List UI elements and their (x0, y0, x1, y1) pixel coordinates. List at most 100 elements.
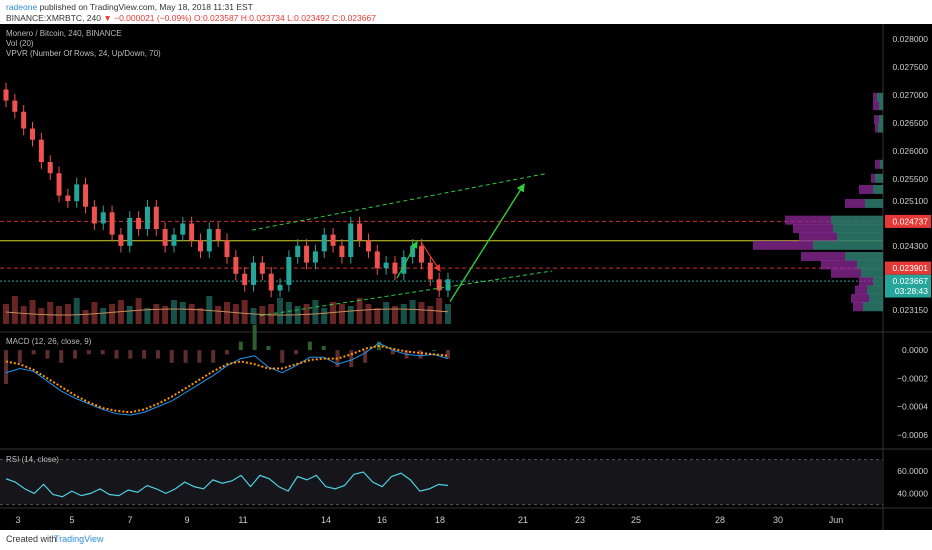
candle-body (100, 212, 106, 224)
vpvr-down-bar (859, 277, 873, 287)
volume-bar (391, 306, 398, 324)
candle-body (136, 217, 142, 230)
vpvr-down-bar (853, 302, 863, 312)
candle-body (427, 262, 433, 280)
vpvr-up-bar (880, 159, 883, 169)
date-tick-label: 25 (631, 515, 641, 525)
chart-header: radeone published on TradingView.com, Ma… (0, 0, 932, 24)
volume-bar (347, 306, 354, 324)
price-label-box (885, 274, 931, 288)
symbol-line: BINANCE:XMRBTC, 240 ▼ −0.000021 (−0.09%)… (6, 13, 376, 23)
macd-histogram-bar (197, 350, 202, 363)
vpvr-down-bar (855, 285, 867, 295)
price-tick-label: 0.027000 (893, 90, 929, 100)
volume-bar (445, 304, 451, 324)
vpvr-down-bar (874, 115, 879, 125)
vpvr-up-bar (813, 240, 883, 250)
volume-bar (170, 300, 177, 324)
vpvr-up-bar (875, 173, 883, 183)
author-link[interactable]: radeone (6, 2, 38, 12)
volume-bar (153, 304, 160, 324)
date-tick-label: 11 (238, 515, 247, 525)
volume-bar (20, 306, 27, 324)
candle-body (118, 234, 124, 246)
volume-bar (188, 304, 195, 324)
vpvr-up-bar (873, 277, 883, 287)
candle-body (189, 223, 195, 241)
candle-body (304, 245, 310, 263)
vpvr-down-bar (821, 260, 857, 270)
volume-bar (126, 306, 133, 324)
price-label-text: 0.023667 (893, 276, 929, 286)
chart-legend-line: Monero / Bitcoin, 240, BINANCE (6, 29, 122, 38)
candle-body (392, 262, 398, 274)
candle-body (3, 89, 9, 101)
candle-body (365, 240, 371, 252)
macd-histogram-bar (446, 350, 450, 359)
macd-histogram-bar (128, 350, 133, 359)
macd-histogram-bar (294, 350, 299, 355)
volume-bar (47, 302, 54, 324)
volume-bar (197, 308, 204, 324)
volume-bar (356, 298, 363, 324)
candle-body (224, 240, 230, 257)
macd-histogram-bar (432, 350, 437, 352)
candle-body (74, 184, 80, 202)
candle-body (436, 279, 442, 291)
price-change: ▼ −0.000021 (−0.09%) (103, 13, 192, 23)
volume-bar (73, 298, 80, 324)
rsi-band (0, 459, 883, 505)
date-tick-label: 28 (715, 515, 725, 525)
volume-bar (268, 304, 275, 324)
candle-body (12, 100, 18, 112)
vpvr-down-bar (875, 123, 878, 133)
tradingview-logo[interactable]: TradingView (54, 534, 104, 544)
candle-body (153, 206, 159, 230)
vpvr-up-bar (833, 224, 883, 234)
date-tick-label: 23 (575, 515, 585, 525)
vpvr-down-bar (871, 173, 875, 183)
vpvr-up-bar (865, 198, 883, 208)
vpvr-up-bar (878, 123, 883, 133)
volume-bar (82, 310, 89, 324)
volume-bar (321, 308, 328, 324)
candle-body (286, 256, 292, 285)
trend-channel-upper (251, 173, 546, 231)
candle-body (30, 128, 36, 140)
volume-bar (64, 304, 71, 324)
macd-histogram-bar (252, 324, 257, 351)
candle-body (259, 262, 265, 274)
projection-arrow (449, 183, 525, 303)
signal-line (5, 344, 449, 414)
macd-histogram-bar (114, 350, 119, 359)
macd-histogram-bar (183, 350, 188, 363)
macd-histogram-bar (100, 350, 105, 355)
vpvr-down-bar (859, 184, 873, 194)
candle-body (206, 229, 212, 252)
vpvr-up-bar (861, 268, 883, 278)
price-tick-label: 0.025500 (893, 174, 929, 184)
macd-histogram-bar (73, 350, 78, 359)
candle-body (47, 162, 53, 174)
price-tick-label: 0.025100 (893, 196, 929, 206)
date-tick-label: 14 (321, 515, 331, 525)
date-tick-label: 9 (184, 515, 189, 525)
chart-svg[interactable]: 0.028000 0.027500 0.027000 0.026500 0.026000… (0, 24, 932, 530)
candle-body (127, 217, 133, 246)
macd-histogram-bar (321, 345, 326, 351)
macd-histogram-bar (45, 350, 50, 359)
candle-body (410, 245, 416, 257)
candle-body (56, 173, 62, 196)
volume-bar (312, 300, 319, 324)
date-tick-label: 7 (127, 515, 132, 525)
date-tick-label: 18 (435, 515, 445, 525)
price-label-box (885, 261, 931, 275)
chart-area[interactable]: 0.028000 0.027500 0.027000 0.026500 0.026000… (0, 24, 932, 530)
volume-bar (162, 306, 169, 324)
volume-bar (338, 304, 345, 324)
macd-histogram-bar (31, 350, 36, 355)
vpvr-up-bar (877, 92, 883, 102)
price-label-box (885, 284, 931, 298)
vpvr-up-bar (869, 293, 883, 303)
volume-bar (3, 304, 9, 324)
